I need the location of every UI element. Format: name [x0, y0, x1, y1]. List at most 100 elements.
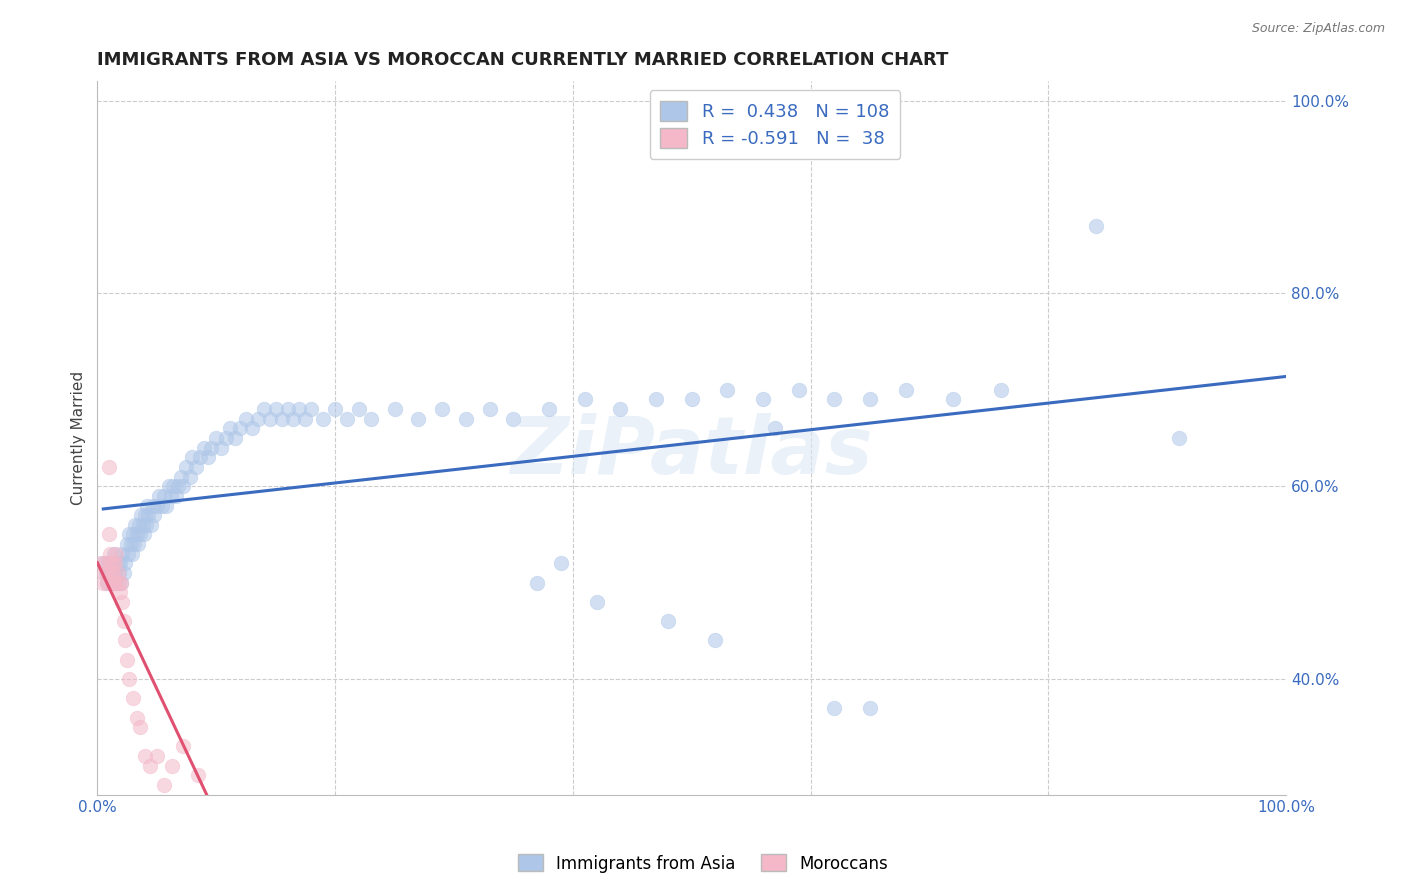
Point — [172, 479, 194, 493]
Point — [209, 441, 232, 455]
Point — [240, 421, 263, 435]
Point — [150, 499, 173, 513]
Y-axis label: Currently Married: Currently Married — [72, 371, 86, 505]
Point — [219, 421, 242, 435]
Point — [229, 421, 252, 435]
Point — [122, 537, 145, 551]
Point — [134, 749, 156, 764]
Point — [107, 566, 129, 580]
Point — [94, 557, 117, 571]
Point — [114, 633, 136, 648]
Point — [138, 758, 160, 772]
Point — [128, 517, 150, 532]
Point — [716, 383, 738, 397]
Point — [160, 758, 183, 772]
Point — [270, 411, 292, 425]
Point — [139, 517, 162, 532]
Point — [100, 547, 122, 561]
Point — [430, 402, 453, 417]
Point — [277, 402, 299, 417]
Point — [100, 575, 122, 590]
Point — [125, 710, 148, 724]
Point — [155, 499, 177, 513]
Point — [98, 459, 121, 474]
Point — [384, 402, 406, 417]
Point — [125, 527, 148, 541]
Point — [153, 489, 176, 503]
Point — [787, 383, 810, 397]
Point — [294, 411, 316, 425]
Point — [167, 479, 190, 493]
Point — [134, 508, 156, 523]
Point — [550, 557, 572, 571]
Point — [129, 720, 152, 734]
Point — [288, 402, 311, 417]
Point — [122, 691, 145, 706]
Text: Source: ZipAtlas.com: Source: ZipAtlas.com — [1251, 22, 1385, 36]
Point — [104, 575, 127, 590]
Point — [117, 547, 139, 561]
Point — [360, 411, 382, 425]
Point — [215, 431, 238, 445]
Point — [111, 595, 134, 609]
Point — [336, 411, 359, 425]
Point — [101, 566, 124, 580]
Point — [146, 499, 169, 513]
Point — [124, 517, 146, 532]
Point — [823, 701, 845, 715]
Point — [118, 527, 141, 541]
Point — [146, 749, 169, 764]
Point — [347, 402, 370, 417]
Point — [894, 383, 917, 397]
Point — [162, 479, 184, 493]
Point — [132, 527, 155, 541]
Point — [104, 557, 127, 571]
Point — [165, 489, 187, 503]
Point — [105, 547, 128, 561]
Point — [645, 392, 668, 407]
Point — [122, 527, 145, 541]
Point — [176, 459, 198, 474]
Point — [112, 566, 135, 580]
Point — [97, 557, 120, 571]
Point — [114, 557, 136, 571]
Point — [143, 508, 166, 523]
Point — [98, 566, 121, 580]
Point — [107, 566, 129, 580]
Point — [283, 411, 305, 425]
Point — [502, 411, 524, 425]
Point — [96, 575, 118, 590]
Point — [148, 489, 170, 503]
Point — [526, 575, 548, 590]
Point — [197, 450, 219, 465]
Point — [1168, 431, 1191, 445]
Point — [681, 392, 703, 407]
Point — [1084, 219, 1107, 233]
Point — [101, 557, 124, 571]
Point — [609, 402, 631, 417]
Point — [108, 557, 131, 571]
Point — [111, 547, 134, 561]
Point — [101, 557, 124, 571]
Point — [90, 557, 112, 571]
Point — [107, 575, 129, 590]
Point — [103, 575, 125, 590]
Point — [200, 441, 222, 455]
Point — [574, 392, 596, 407]
Point — [91, 575, 114, 590]
Point — [96, 575, 118, 590]
Point — [157, 479, 180, 493]
Point — [94, 566, 117, 580]
Point — [110, 575, 132, 590]
Point — [181, 450, 204, 465]
Point — [131, 517, 153, 532]
Point — [184, 459, 207, 474]
Point — [585, 595, 607, 609]
Point — [135, 517, 157, 532]
Point — [253, 402, 276, 417]
Text: IMMIGRANTS FROM ASIA VS MOROCCAN CURRENTLY MARRIED CORRELATION CHART: IMMIGRANTS FROM ASIA VS MOROCCAN CURRENT… — [97, 51, 949, 69]
Point — [187, 768, 209, 782]
Point — [136, 499, 159, 513]
Point — [129, 527, 152, 541]
Point — [264, 402, 287, 417]
